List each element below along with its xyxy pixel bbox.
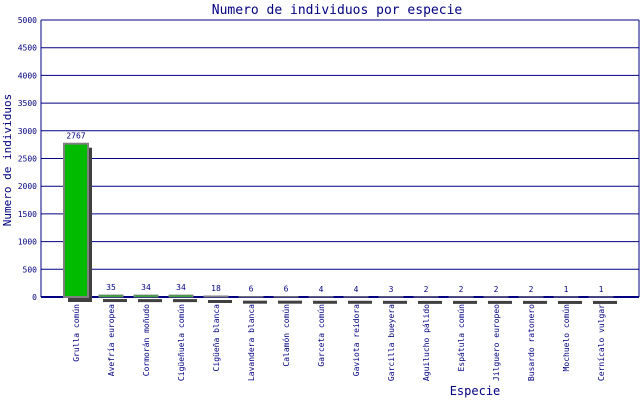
- y-tick-label: 2000: [18, 182, 37, 191]
- x-tick-label: Garceta común: [317, 304, 326, 367]
- y-tick-label: 4500: [18, 44, 37, 53]
- bar-shadow: [558, 300, 582, 304]
- x-tick-label: Cigüeñuela común: [177, 304, 186, 381]
- bar-shadow: [243, 300, 267, 304]
- data-label: 1: [564, 285, 569, 294]
- bar: [203, 295, 229, 298]
- x-tick-label: Gaviota reidora: [352, 304, 361, 376]
- data-label: 2: [459, 285, 464, 294]
- x-tick-label: Cernícalo vulgar: [597, 304, 606, 381]
- data-label: 1: [599, 285, 604, 294]
- bar-shadow: [453, 300, 477, 304]
- data-label: 4: [354, 285, 359, 294]
- y-tick-label: 4000: [18, 71, 37, 80]
- x-tick-label: Lavandera blanca: [247, 304, 256, 381]
- bar-shadow: [103, 299, 127, 303]
- data-label: 34: [176, 283, 186, 292]
- x-tick-label: Aguilucho pálido: [422, 304, 431, 381]
- x-tick-label: Calamón común: [281, 304, 291, 367]
- data-label: 2: [494, 285, 499, 294]
- y-tick-label: 3500: [18, 99, 37, 108]
- bar-shadow: [208, 300, 232, 304]
- x-tick-label: Grulla común: [72, 304, 81, 362]
- y-tick-label: 1500: [18, 210, 37, 219]
- x-axis-label: Especie: [450, 384, 501, 398]
- y-tick-label: 500: [23, 265, 38, 274]
- x-tick-label: Avefría europea: [107, 304, 116, 376]
- bar: [168, 294, 194, 298]
- y-axis-label: Numero de individuos: [1, 94, 14, 226]
- x-tick-label: Cormorán moñudo: [142, 304, 151, 376]
- data-label: 4: [319, 285, 324, 294]
- x-tick-label: Busardo ratonero: [527, 304, 536, 381]
- data-label: 6: [284, 285, 289, 294]
- x-tick-label: Garcilla bueyera: [387, 304, 396, 381]
- y-tick-label: 0: [32, 293, 37, 302]
- x-tick-label: Mochuelo común: [562, 304, 571, 372]
- bar-shadow: [313, 300, 337, 304]
- bar: [133, 294, 159, 298]
- bar-shadow: [278, 300, 302, 304]
- bar: [98, 294, 124, 298]
- bar-shadow: [138, 299, 162, 303]
- y-tick-label: 1000: [18, 238, 37, 247]
- x-tick-label: Cigüeña blanca: [212, 304, 221, 372]
- bar-shadow: [348, 300, 372, 304]
- y-tick-label: 5000: [18, 16, 37, 25]
- bar-shadow: [523, 300, 547, 304]
- data-label: 35: [106, 283, 116, 292]
- x-tick-label: Jilguero europeo: [492, 304, 501, 381]
- data-label: 2: [529, 285, 534, 294]
- chart-title: Numero de individuos por especie: [212, 3, 463, 18]
- bar-shadow: [488, 300, 512, 304]
- data-label: 2: [424, 285, 429, 294]
- bar: [63, 142, 89, 298]
- bar-shadow: [418, 300, 442, 304]
- bar-shadow: [383, 300, 407, 304]
- data-label: 3: [389, 285, 394, 294]
- data-label: 6: [249, 285, 254, 294]
- data-label: 2767: [66, 132, 85, 141]
- x-tick-label: Espátula común: [457, 304, 466, 372]
- bar-shadow: [173, 299, 197, 303]
- data-label: 18: [211, 284, 221, 293]
- data-label: 34: [141, 283, 151, 292]
- y-tick-label: 2500: [18, 155, 37, 164]
- bar-shadow: [593, 300, 617, 304]
- y-tick-label: 3000: [18, 127, 37, 136]
